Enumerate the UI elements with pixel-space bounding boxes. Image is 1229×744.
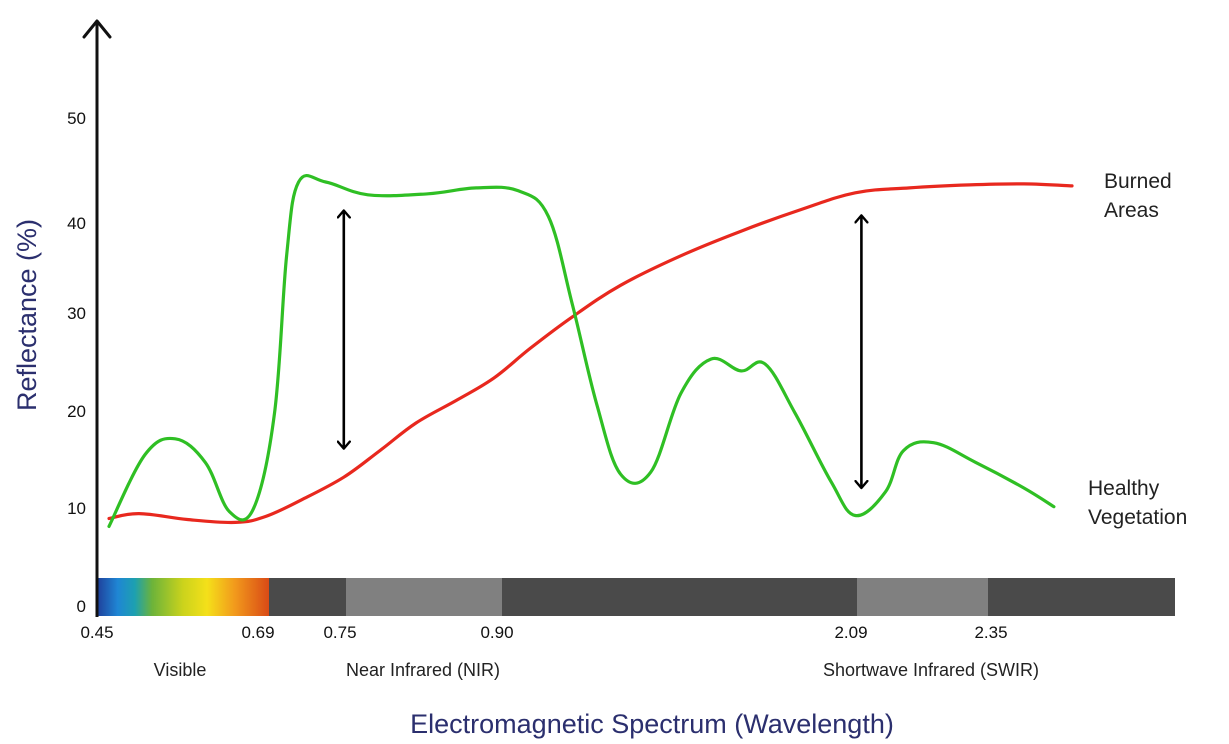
- y-tick-label: 30: [67, 304, 86, 323]
- y-tick-label: 50: [67, 109, 86, 128]
- spectrum-bar: [97, 578, 1175, 616]
- x-tick-labels: 0.45 0.69 0.75 0.90 2.09 2.35: [80, 623, 1007, 642]
- legend-label-line: Healthy: [1088, 477, 1160, 500]
- legend-label-line: Burned: [1104, 170, 1172, 193]
- x-axis-title: Electromagnetic Spectrum (Wavelength): [410, 709, 894, 739]
- spectrum-dark-band: [97, 578, 1175, 616]
- y-tick-label: 40: [67, 214, 86, 233]
- y-tick-label: 20: [67, 402, 86, 421]
- region-label-swir: Shortwave Infrared (SWIR): [823, 660, 1039, 680]
- spectrum-visible-band: [97, 578, 269, 616]
- x-tick-label: 0.75: [323, 623, 356, 642]
- series-line-healthy-vegetation: [107, 173, 1056, 528]
- legend-healthy-vegetation: Healthy Vegetation: [1088, 477, 1187, 529]
- series-line-burned-areas: [107, 182, 1074, 525]
- region-labels: Visible Near Infrared (NIR) Shortwave In…: [154, 660, 1039, 680]
- y-axis-title: Reflectance (%): [12, 219, 42, 411]
- x-tick-label: 0.90: [480, 623, 513, 642]
- y-axis-arrow-icon: [82, 19, 112, 39]
- x-tick-label: 0.69: [241, 623, 274, 642]
- region-label-visible: Visible: [154, 660, 207, 680]
- x-tick-label: 0.45: [80, 623, 113, 642]
- spectrum-swir-band: [857, 578, 988, 616]
- x-tick-label: 2.35: [974, 623, 1007, 642]
- region-label-nir: Near Infrared (NIR): [346, 660, 500, 680]
- legend-label-line: Vegetation: [1088, 506, 1187, 529]
- y-tick-labels: 0 10 20 30 40 50: [67, 109, 86, 616]
- x-tick-label: 2.09: [834, 623, 867, 642]
- legend-label-line: Areas: [1104, 199, 1159, 222]
- y-tick-label: 10: [67, 499, 86, 518]
- legend-burned-areas: Burned Areas: [1104, 170, 1172, 222]
- y-tick-label: 0: [77, 597, 86, 616]
- spectrum-nir-band: [346, 578, 502, 616]
